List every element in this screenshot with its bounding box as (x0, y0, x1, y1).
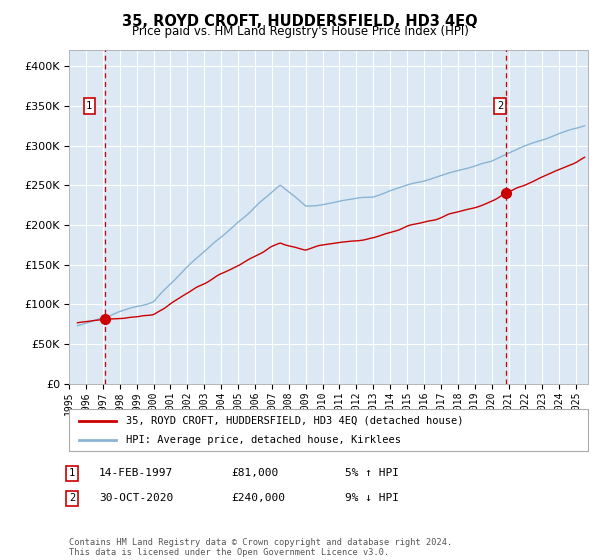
Text: 5% ↑ HPI: 5% ↑ HPI (345, 468, 399, 478)
Text: 35, ROYD CROFT, HUDDERSFIELD, HD3 4EQ (detached house): 35, ROYD CROFT, HUDDERSFIELD, HD3 4EQ (d… (126, 416, 464, 426)
Text: £81,000: £81,000 (231, 468, 278, 478)
Text: 30-OCT-2020: 30-OCT-2020 (99, 493, 173, 503)
Text: 2: 2 (69, 493, 75, 503)
Text: 14-FEB-1997: 14-FEB-1997 (99, 468, 173, 478)
Text: 1: 1 (69, 468, 75, 478)
Text: 2: 2 (497, 101, 503, 111)
Text: 9% ↓ HPI: 9% ↓ HPI (345, 493, 399, 503)
Text: Price paid vs. HM Land Registry's House Price Index (HPI): Price paid vs. HM Land Registry's House … (131, 25, 469, 38)
Text: HPI: Average price, detached house, Kirklees: HPI: Average price, detached house, Kirk… (126, 435, 401, 445)
Text: Contains HM Land Registry data © Crown copyright and database right 2024.
This d: Contains HM Land Registry data © Crown c… (69, 538, 452, 557)
Text: £240,000: £240,000 (231, 493, 285, 503)
Text: 35, ROYD CROFT, HUDDERSFIELD, HD3 4EQ: 35, ROYD CROFT, HUDDERSFIELD, HD3 4EQ (122, 14, 478, 29)
Text: 1: 1 (86, 101, 92, 111)
